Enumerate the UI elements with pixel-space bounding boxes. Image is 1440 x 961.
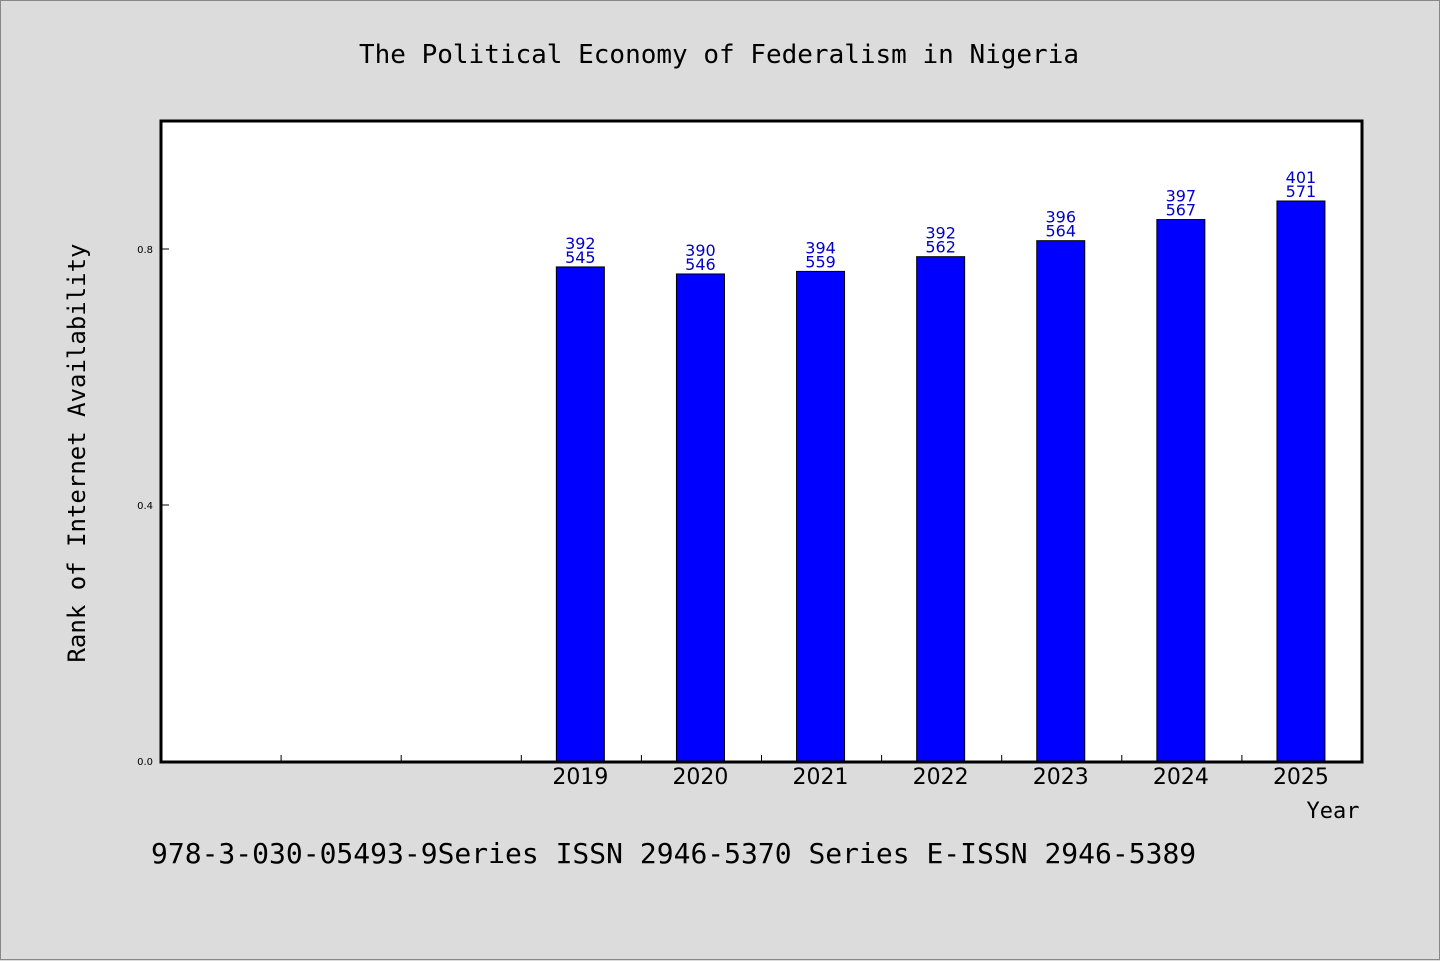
data-label-bottom: 562 [925,238,956,257]
data-label-bottom: 564 [1045,222,1076,241]
bar-series [555,200,1326,762]
x-axis-label: Year [1307,799,1360,824]
data-label-bottom: 571 [1286,182,1317,201]
data-label-bottom: 546 [685,255,716,274]
x-tick-label: 2025 [1273,765,1329,790]
data-label-bottom: 567 [1166,201,1197,220]
bar-2021 [796,270,846,762]
bar-2024 [1156,219,1206,762]
y-axis-label: Rank of Internet Availability [63,243,91,662]
footer-isbn-text: 978-3-030-05493-9Series ISSN 2946-5370 S… [151,837,1196,870]
x-tick-label: 2021 [793,765,849,790]
x-tick-label: 2019 [552,765,608,790]
y-tick-label: 0.4 [137,501,153,512]
x-axis-ticks: 2019 2020 2021 2022 2023 2024 2025 [280,755,1329,790]
bar-2025 [1276,200,1326,762]
y-axis-ticks: 0.0 0.4 0.8 [137,245,169,768]
data-label-top: 394 [805,238,836,257]
bar-2022 [916,256,966,762]
bar-2019 [555,266,605,762]
x-tick-label: 2022 [913,765,969,790]
bar-2020 [675,273,725,762]
y-tick-label: 0.0 [137,757,153,768]
data-label-top: 396 [1045,208,1076,227]
x-tick-label: 2020 [672,765,728,790]
x-tick-label: 2023 [1033,765,1089,790]
y-tick-label: 0.8 [137,245,153,256]
x-tick-label: 2024 [1153,765,1209,790]
data-label-bottom: 545 [565,248,596,267]
data-label-top: 390 [685,241,716,260]
data-label-top: 401 [1286,168,1317,187]
data-label-top: 397 [1166,187,1197,206]
data-label-bottom: 559 [805,252,836,271]
data-label-top: 392 [565,234,596,253]
chart-title: The Political Economy of Federalism in N… [359,40,1079,70]
data-label-top: 392 [925,224,956,243]
bar-2023 [1036,240,1086,762]
